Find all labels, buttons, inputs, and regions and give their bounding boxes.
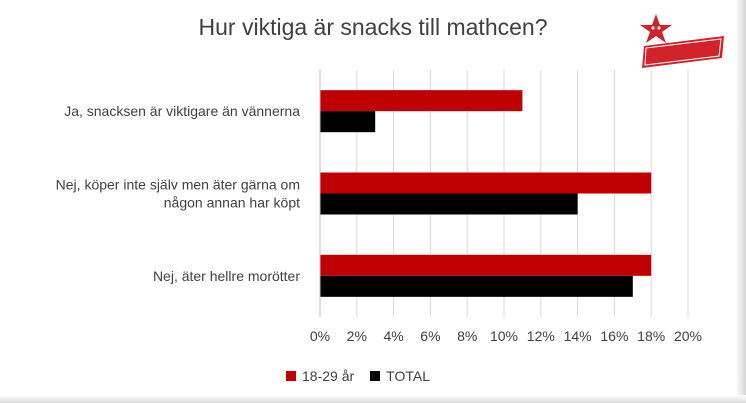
legend-swatch xyxy=(286,371,296,381)
bar-series2 xyxy=(320,193,578,215)
bar-series1 xyxy=(320,90,523,112)
estrella-logo xyxy=(640,14,724,68)
legend-item: 18-29 år xyxy=(286,368,354,384)
x-tick-label: 8% xyxy=(457,328,477,344)
legend-label: TOTAL xyxy=(386,368,430,384)
legend-item: TOTAL xyxy=(370,368,430,384)
bar-series1 xyxy=(320,254,652,276)
x-tick-label: 10% xyxy=(490,328,518,344)
legend: 18-29 år TOTAL xyxy=(286,368,446,384)
bar-series2 xyxy=(320,275,633,297)
legend-label: 18-29 år xyxy=(302,368,355,384)
category-label: Ja, snacksen är viktigare än vännerna xyxy=(64,103,300,119)
chart-title: Hur viktiga är snacks till mathcen? xyxy=(198,14,548,40)
category-label: Nej, köper inte själv men äter gärna om xyxy=(56,177,300,193)
x-tick-label: 0% xyxy=(310,328,330,344)
x-tick-label: 20% xyxy=(674,328,702,344)
x-tick-label: 2% xyxy=(347,328,367,344)
category-label: Nej, äter hellre morötter xyxy=(153,268,300,284)
legend-swatch xyxy=(370,371,381,381)
star-icon xyxy=(640,14,672,43)
x-tick-label: 16% xyxy=(600,328,628,344)
x-tick-label: 6% xyxy=(420,328,440,344)
x-tick-label: 18% xyxy=(637,328,665,344)
x-tick-label: 12% xyxy=(527,328,555,344)
bar-series1 xyxy=(320,172,652,194)
bar-series2 xyxy=(320,111,376,133)
x-tick-label: 4% xyxy=(383,328,403,344)
x-tick-label: 14% xyxy=(564,328,592,344)
category-label: någon annan har köpt xyxy=(164,195,300,211)
